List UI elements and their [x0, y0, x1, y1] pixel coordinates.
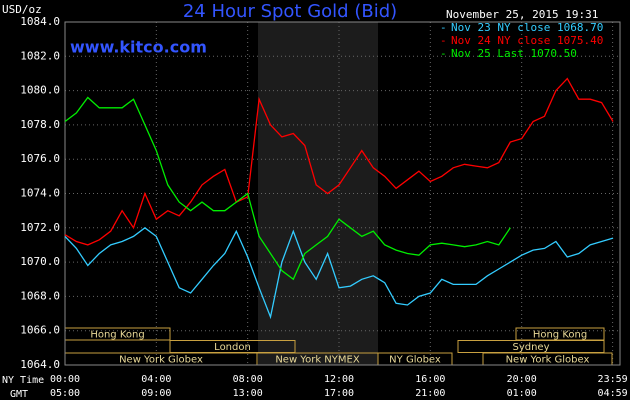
- x-tick-label: 08:00: [233, 374, 263, 385]
- session-box: [515, 327, 605, 341]
- x2-tick-label: 04:59: [598, 388, 628, 399]
- x2-tick-label: 05:00: [50, 388, 80, 399]
- y-tick-label: 1080.0: [20, 84, 60, 97]
- unit-label: USD/oz: [2, 3, 42, 16]
- session-label: New York Globex: [119, 355, 203, 366]
- x2-tick-label: 13:00: [233, 388, 263, 399]
- series-line: [64, 77, 614, 246]
- y-tick-label: 1082.0: [20, 49, 60, 62]
- legend-label: Nov 25 Last 1070.50: [451, 47, 577, 60]
- y-tick-label: 1068.0: [20, 289, 60, 302]
- session-label: London: [214, 342, 251, 353]
- y-tick-label: 1066.0: [20, 324, 60, 337]
- y-tick-label: 1078.0: [20, 118, 60, 131]
- series-line: [64, 226, 614, 320]
- session-label: New York Globex: [506, 355, 590, 366]
- y-tick-label: 1072.0: [20, 221, 60, 234]
- x-tick-label: 20:00: [507, 374, 537, 385]
- legend-label: Nov 24 NY close 1075.40: [451, 34, 603, 47]
- legend-dash: -: [440, 21, 447, 34]
- y-tick-label: 1076.0: [20, 152, 60, 165]
- legend-label: Nov 23 NY close 1068.70: [451, 21, 603, 34]
- chart-title: 24 Hour Spot Gold (Bid): [183, 1, 397, 22]
- x2-tick-label: 09:00: [141, 388, 171, 399]
- session-label: Sydney: [512, 342, 549, 353]
- plot-frame: [64, 21, 621, 366]
- y-tick-label: 1070.0: [20, 255, 60, 268]
- x-tick-label: 12:00: [324, 374, 354, 385]
- session-label: NY Globex: [389, 355, 441, 366]
- x2-axis-label: GMT: [10, 389, 28, 400]
- series-line: [64, 96, 511, 281]
- x-tick-label: 00:00: [50, 374, 80, 385]
- x-axis-label: NY Time: [2, 375, 44, 386]
- session-label: Hong Kong: [90, 330, 144, 341]
- y-tick-label: 1064.0: [20, 358, 60, 371]
- legend-dash: -: [440, 34, 447, 47]
- session-label: Hong Kong: [533, 330, 587, 341]
- x-tick-label: 23:59: [598, 374, 628, 385]
- x2-tick-label: 01:00: [507, 388, 537, 399]
- legend-dash: -: [440, 47, 447, 60]
- timestamp: November 25, 2015 19:31: [446, 8, 598, 21]
- y-tick-label: 1084.0: [20, 15, 60, 28]
- x2-tick-label: 21:00: [415, 388, 445, 399]
- sessions: Hong Kong London New York Globex New York N…: [64, 327, 613, 366]
- x2-tick-label: 17:00: [324, 388, 354, 399]
- site-label: www.kitco.com: [70, 38, 207, 57]
- session-label: New York NYMEX: [275, 355, 360, 366]
- y-tick-label: 1074.0: [20, 187, 60, 200]
- x-tick-label: 04:00: [141, 374, 171, 385]
- x-tick-label: 16:00: [415, 374, 445, 385]
